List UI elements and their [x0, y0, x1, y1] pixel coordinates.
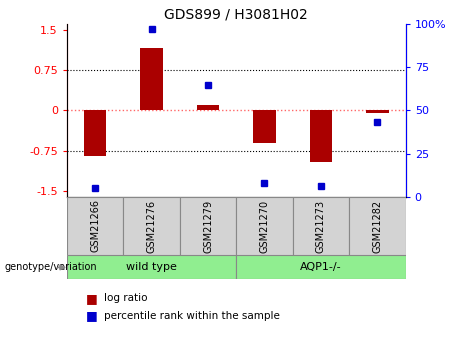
Text: GSM21279: GSM21279: [203, 199, 213, 253]
Text: AQP1-/-: AQP1-/-: [300, 263, 342, 272]
Text: GSM21273: GSM21273: [316, 199, 326, 253]
Text: GSM21266: GSM21266: [90, 199, 100, 253]
Bar: [84, 110, 106, 156]
Text: GSM21282: GSM21282: [372, 199, 383, 253]
Text: GSM21270: GSM21270: [260, 199, 270, 253]
Bar: [67, 197, 123, 255]
Text: wild type: wild type: [126, 263, 177, 272]
Bar: [366, 110, 389, 113]
Text: percentile rank within the sample: percentile rank within the sample: [104, 311, 280, 321]
Text: ■: ■: [86, 309, 98, 322]
Text: GSM21276: GSM21276: [147, 199, 157, 253]
Bar: [180, 197, 236, 255]
Text: ■: ■: [86, 292, 98, 305]
Title: GDS899 / H3081H02: GDS899 / H3081H02: [165, 8, 308, 22]
Bar: [236, 197, 293, 255]
Bar: [197, 105, 219, 110]
Bar: [67, 255, 236, 279]
Bar: [253, 110, 276, 143]
Bar: [236, 255, 406, 279]
Bar: [310, 110, 332, 161]
Bar: [140, 48, 163, 110]
Bar: [293, 197, 349, 255]
Bar: [123, 197, 180, 255]
Text: genotype/variation: genotype/variation: [5, 263, 97, 272]
Bar: [349, 197, 406, 255]
Text: log ratio: log ratio: [104, 294, 147, 303]
